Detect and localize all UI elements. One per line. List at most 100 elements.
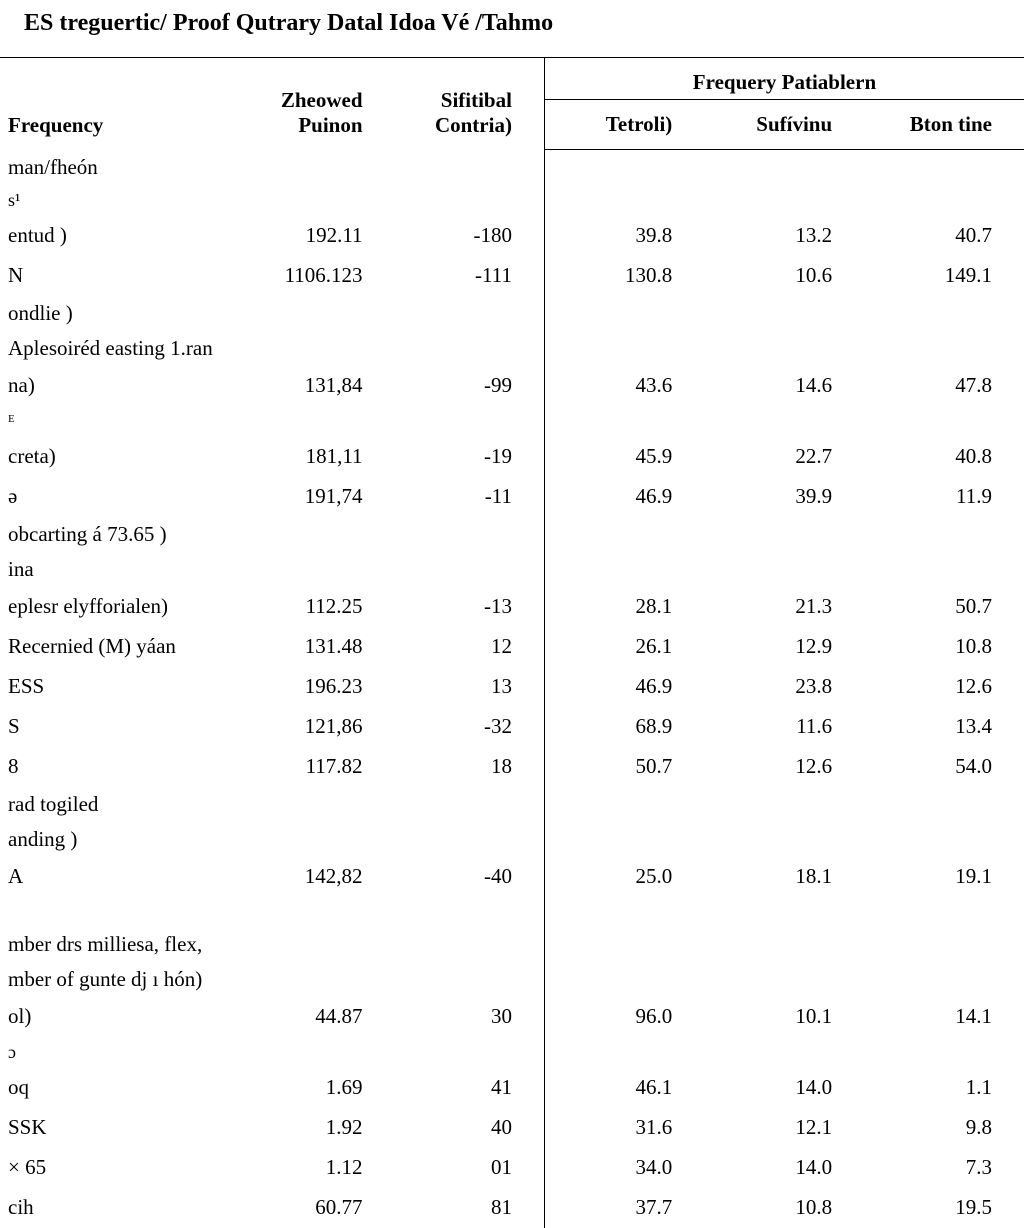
table-row: ə191,74-1146.939.911.9	[0, 477, 1024, 517]
table-row: obcarting á 73.65 )	[0, 517, 1024, 552]
cell: 50.7	[864, 587, 1024, 627]
cell	[240, 1037, 395, 1068]
cell	[240, 331, 395, 366]
cell: 39.8	[544, 216, 704, 256]
cell: 10.8	[704, 1188, 864, 1228]
cell: 40	[395, 1108, 545, 1148]
row-label: A	[0, 857, 240, 897]
cell: 41	[395, 1068, 545, 1108]
table-row: ᴱ	[0, 406, 1024, 437]
table-row: S121,86-3268.911.613.4	[0, 707, 1024, 747]
cell: 31.6	[544, 1108, 704, 1148]
cell	[704, 150, 864, 185]
col-header-frequency: Frequency	[0, 58, 240, 150]
row-label: ɔ	[0, 1037, 240, 1068]
table-row: man/fheón	[0, 150, 1024, 185]
cell: 1.92	[240, 1108, 395, 1148]
cell	[864, 1037, 1024, 1068]
cell	[864, 331, 1024, 366]
cell: 44.87	[240, 997, 395, 1037]
cell: 96.0	[544, 997, 704, 1037]
cell: -32	[395, 707, 545, 747]
cell: 12.6	[704, 747, 864, 787]
cell	[240, 822, 395, 857]
row-label: s¹	[0, 185, 240, 216]
cell	[544, 296, 704, 331]
cell: 18.1	[704, 857, 864, 897]
cell: 196.23	[240, 667, 395, 707]
cell: 192.11	[240, 216, 395, 256]
cell	[395, 185, 545, 216]
cell	[864, 185, 1024, 216]
cell: 1106.123	[240, 256, 395, 296]
cell: 131,84	[240, 366, 395, 406]
table-row: 8117.821850.712.654.0	[0, 747, 1024, 787]
row-label: mber drs milliesa, flex,	[0, 927, 240, 962]
cell	[544, 927, 704, 962]
row-label: mber of gunte dj ı hón)	[0, 962, 240, 997]
cell: 117.82	[240, 747, 395, 787]
cell: 12.1	[704, 1108, 864, 1148]
cell	[544, 150, 704, 185]
cell: 22.7	[704, 437, 864, 477]
cell	[704, 185, 864, 216]
row-label: cih	[0, 1188, 240, 1228]
cell: 01	[395, 1148, 545, 1188]
cell	[704, 927, 864, 962]
cell: 25.0	[544, 857, 704, 897]
table-row: cih60.778137.710.819.5	[0, 1188, 1024, 1228]
cell	[544, 962, 704, 997]
cell: 46.1	[544, 1068, 704, 1108]
cell: 12	[395, 627, 545, 667]
cell	[704, 787, 864, 822]
table-row: Aplesoiréd easting 1.ran	[0, 331, 1024, 366]
cell	[864, 406, 1024, 437]
cell: 19.5	[864, 1188, 1024, 1228]
cell: -99	[395, 366, 545, 406]
table-row: ESS196.231346.923.812.6	[0, 667, 1024, 707]
table-row: mber drs milliesa, flex,	[0, 927, 1024, 962]
row-label: oq	[0, 1068, 240, 1108]
table-row: N1106.123-111130.810.6149.1	[0, 256, 1024, 296]
table-row: s¹	[0, 185, 1024, 216]
cell: 9.8	[864, 1108, 1024, 1148]
table-row: oq1.694146.114.01.1	[0, 1068, 1024, 1108]
cell: 181,11	[240, 437, 395, 477]
data-table: Frequency Zheowed Puinon Sifitibal Contr…	[0, 57, 1024, 1228]
row-label: ᴱ	[0, 406, 240, 437]
cell: 1.69	[240, 1068, 395, 1108]
row-label: SSK	[0, 1108, 240, 1148]
cell	[544, 517, 704, 552]
cell	[864, 517, 1024, 552]
table-row: A142,82-4025.018.119.1	[0, 857, 1024, 897]
cell	[544, 787, 704, 822]
cell: 50.7	[544, 747, 704, 787]
table-row: ol)44.873096.010.114.1	[0, 997, 1024, 1037]
cell	[544, 331, 704, 366]
table-row	[0, 897, 1024, 927]
cell	[864, 897, 1024, 927]
cell	[704, 296, 864, 331]
cell	[864, 927, 1024, 962]
cell	[544, 822, 704, 857]
cell: 10.1	[704, 997, 864, 1037]
cell: 14.0	[704, 1068, 864, 1108]
table-row: ɔ	[0, 1037, 1024, 1068]
row-label: entud )	[0, 216, 240, 256]
cell: 68.9	[544, 707, 704, 747]
row-label: man/fheón	[0, 150, 240, 185]
cell	[395, 331, 545, 366]
cell	[704, 1037, 864, 1068]
cell: 10.6	[704, 256, 864, 296]
cell: 13.4	[864, 707, 1024, 747]
row-label: N	[0, 256, 240, 296]
cell: 149.1	[864, 256, 1024, 296]
cell: 43.6	[544, 366, 704, 406]
cell	[864, 962, 1024, 997]
table-row: na)131,84-9943.614.647.8	[0, 366, 1024, 406]
table-row: creta)181,11-1945.922.740.8	[0, 437, 1024, 477]
col-header-sufivinu: Sufívinu	[704, 100, 864, 150]
row-label: ina	[0, 552, 240, 587]
cell: 45.9	[544, 437, 704, 477]
cell	[240, 517, 395, 552]
